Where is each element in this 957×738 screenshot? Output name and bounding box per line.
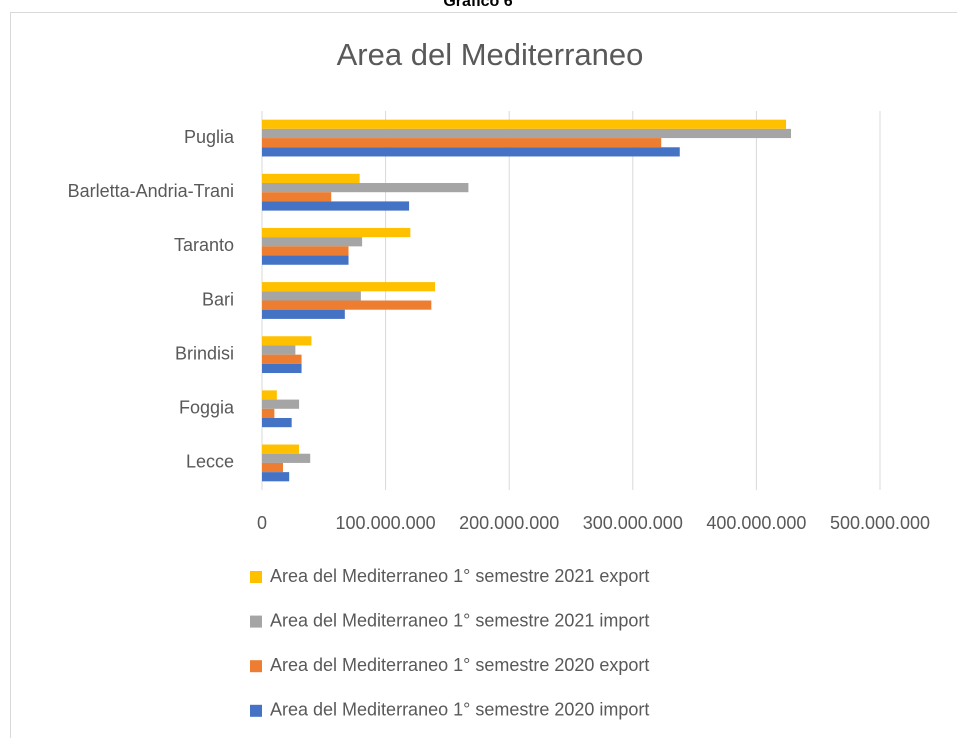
y-tick-label: Foggia xyxy=(179,398,235,418)
chart-title: Area del Mediterraneo xyxy=(337,37,644,72)
bar xyxy=(262,417,292,428)
bar xyxy=(262,363,302,374)
y-tick-label: Taranto xyxy=(174,235,234,255)
bar xyxy=(262,444,300,454)
legend-swatch xyxy=(250,660,262,673)
bar xyxy=(262,128,792,139)
x-tick-label: 500.000.000 xyxy=(830,513,930,533)
legend-label: Area del Mediterraneo 1° semestre 2020 i… xyxy=(270,700,649,720)
bar xyxy=(262,291,361,301)
legend-label: Area del Mediterraneo 1° semestre 2021 i… xyxy=(270,610,649,630)
bar xyxy=(262,453,311,463)
bar xyxy=(262,390,277,400)
bar xyxy=(262,462,284,473)
legend-swatch xyxy=(250,704,262,717)
bar xyxy=(262,192,332,202)
y-tick-label: Lecce xyxy=(186,452,234,472)
bar xyxy=(262,309,345,319)
y-tick-label: Barletta-Andria-Trani xyxy=(68,181,234,201)
x-tick-label: 400.000.000 xyxy=(706,513,806,533)
bar xyxy=(262,336,312,346)
bar xyxy=(262,227,411,238)
y-tick-label: Puglia xyxy=(184,127,235,147)
bar xyxy=(262,119,787,129)
x-tick-label: 300.000.000 xyxy=(583,513,683,533)
bar xyxy=(262,399,300,409)
legend-label: Area del Mediterraneo 1° semestre 2021 e… xyxy=(270,566,649,586)
bar xyxy=(262,300,432,310)
bar xyxy=(262,173,360,184)
bar xyxy=(262,408,275,418)
bar xyxy=(262,201,410,211)
legend-swatch xyxy=(250,615,262,628)
legend-swatch xyxy=(250,571,262,583)
x-tick-label: 200.000.000 xyxy=(459,513,559,533)
bar xyxy=(262,183,469,193)
bar xyxy=(262,472,290,482)
y-tick-label: Bari xyxy=(202,289,234,309)
bar xyxy=(262,354,302,364)
y-tick-label: Brindisi xyxy=(175,343,234,363)
header: Grafico 6 xyxy=(443,0,512,10)
bar xyxy=(262,282,436,292)
bar xyxy=(262,345,296,355)
bar xyxy=(262,138,662,148)
bar xyxy=(262,246,349,256)
x-tick-label: 0 xyxy=(257,513,267,533)
legend-label: Area del Mediterraneo 1° semestre 2020 e… xyxy=(270,655,649,675)
bar xyxy=(262,237,363,247)
bar xyxy=(262,147,680,157)
x-tick-label: 100.000.000 xyxy=(336,513,436,533)
bar xyxy=(262,255,349,265)
